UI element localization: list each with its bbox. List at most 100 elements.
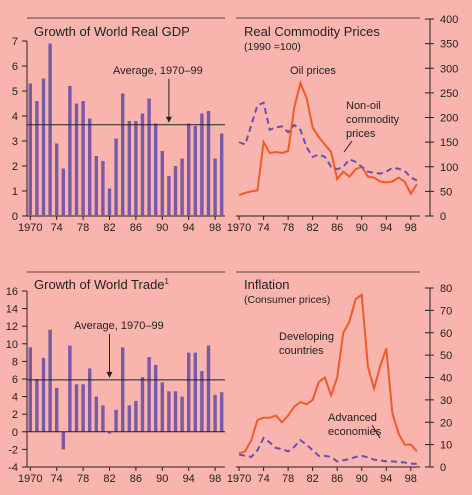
y-tick-label: 0 <box>440 462 446 474</box>
y-tick-label: -4 <box>8 462 18 474</box>
y-tick-label: 50 <box>440 350 452 362</box>
y-tick-label: 2 <box>12 409 18 421</box>
average-label: Average, 1970–99 <box>113 65 203 77</box>
average-label: Average, 1970–99 <box>74 320 164 332</box>
x-tick-label: 1970 <box>227 473 251 485</box>
developing-label-line2: countries <box>279 345 324 357</box>
x-tick-label: 94 <box>183 473 195 485</box>
bar-1997 <box>206 111 211 216</box>
average-arrowhead <box>165 116 172 123</box>
y-tick-label: 250 <box>440 88 458 100</box>
y-tick-label: 0 <box>12 427 18 439</box>
bar-1993 <box>180 396 184 432</box>
bar-1995 <box>193 126 198 216</box>
bar-1996 <box>200 113 204 216</box>
x-tick-label: 82 <box>103 473 115 485</box>
y-tick-label: 3 <box>12 136 18 148</box>
bar-1976 <box>68 86 72 216</box>
bar-1997 <box>206 345 211 432</box>
y-tick-label: 70 <box>440 305 452 317</box>
bar-1982 <box>107 188 112 216</box>
inflation-title: Inflation <box>244 277 290 292</box>
bar-1999 <box>219 392 224 432</box>
x-tick-label: 78 <box>77 222 89 234</box>
bar-1990 <box>160 151 165 216</box>
x-tick-label: 86 <box>130 222 142 234</box>
x-tick-label: 82 <box>307 222 319 234</box>
bar-1989 <box>153 123 158 216</box>
bar-1993 <box>180 158 184 216</box>
x-tick-label: 94 <box>183 222 195 234</box>
y-tick-label: 2 <box>12 161 18 173</box>
y-tick-label: 20 <box>440 417 452 429</box>
y-tick-label: 4 <box>12 111 18 123</box>
bar-1994 <box>186 352 191 432</box>
trade-title-footnote: 1 <box>165 277 170 286</box>
x-tick-label: 74 <box>51 222 63 234</box>
non-oil-label-line2: commodity <box>346 114 400 126</box>
bar-1977 <box>74 103 79 216</box>
x-tick-label: 98 <box>405 473 417 485</box>
y-tick-label: 5 <box>12 86 18 98</box>
x-tick-label: 78 <box>282 473 294 485</box>
y-tick-label: 1 <box>12 186 18 198</box>
bar-1979 <box>87 368 92 432</box>
y-tick-label: 30 <box>440 395 452 407</box>
bar-1972 <box>41 78 46 216</box>
x-tick-label: 74 <box>51 473 63 485</box>
x-tick-label: 1970 <box>18 473 42 485</box>
x-tick-label: 78 <box>77 473 89 485</box>
inflation-subtitle: (Consumer prices) <box>244 294 330 306</box>
non-oil-prices-line <box>238 101 418 182</box>
y-tick-label: 8 <box>12 356 18 368</box>
bar-1980 <box>94 396 99 432</box>
gdp-title: Growth of World Real GDP <box>34 24 190 39</box>
bar-1981 <box>101 161 105 216</box>
trade-title: Growth of World Trade1 <box>34 277 170 292</box>
x-tick-label: 90 <box>156 473 168 485</box>
x-tick-label: 82 <box>307 473 319 485</box>
developing-label-line1: Developing <box>279 331 334 343</box>
bar-1985 <box>127 405 132 432</box>
commodity-subtitle: (1990 =100) <box>244 41 301 53</box>
y-tick-label: 10 <box>440 440 452 452</box>
x-tick-label: 86 <box>331 473 343 485</box>
non-oil-label-line1: Non-oil <box>346 100 381 112</box>
y-tick-label: 4 <box>12 392 18 404</box>
x-tick-label: 94 <box>380 222 392 234</box>
trade-title-text: Growth of World Trade <box>34 277 165 292</box>
bar-1987 <box>140 113 145 216</box>
y-tick-label: 400 <box>440 14 458 26</box>
commodity-panel: 0 50 100 150 200 250 300 350 400 1970 74 78 82 86 90 94… <box>227 14 459 234</box>
bar-1970 <box>28 347 33 432</box>
x-tick-label: 1970 <box>227 222 251 234</box>
bar-1981 <box>101 405 105 432</box>
y-tick-label: 80 <box>440 283 452 295</box>
bar-1994 <box>186 123 191 216</box>
advanced-pointer <box>371 424 381 439</box>
y-tick-label: -2 <box>8 444 18 456</box>
bar-1989 <box>153 364 158 432</box>
bar-1990 <box>160 382 165 432</box>
y-tick-label: 6 <box>12 374 18 386</box>
bar-1973 <box>48 329 52 432</box>
bar-1985 <box>127 121 132 216</box>
bar-1975 <box>61 431 66 450</box>
y-tick-label: 40 <box>440 373 452 385</box>
bar-1999 <box>219 133 224 216</box>
bar-1998 <box>213 394 217 432</box>
bar-1988 <box>147 357 151 432</box>
bar-1975 <box>61 168 66 216</box>
y-tick-label: 0 <box>12 211 18 223</box>
x-tick-label: 90 <box>356 222 368 234</box>
bar-1972 <box>41 357 46 432</box>
bar-1974 <box>54 143 59 216</box>
y-tick-label: 16 <box>6 286 18 298</box>
bar-1983 <box>114 409 118 432</box>
y-tick-label: 150 <box>440 137 458 149</box>
bar-1974 <box>54 387 59 432</box>
x-tick-label: 98 <box>209 222 221 234</box>
advanced-label-line2: economies <box>328 426 382 438</box>
bar-1991 <box>167 176 171 216</box>
